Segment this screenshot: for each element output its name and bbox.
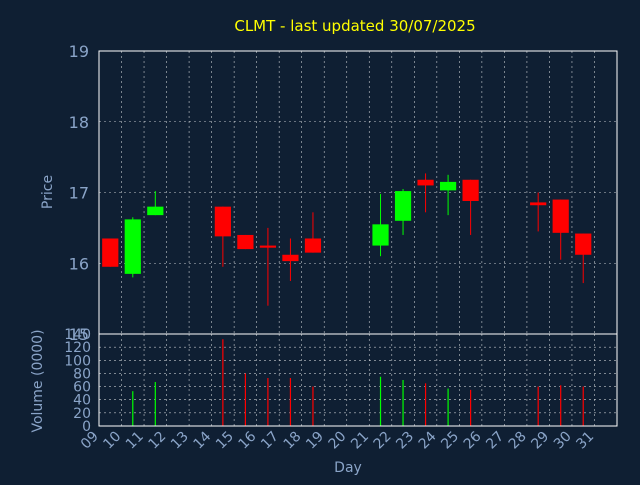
candle [214, 206, 231, 267]
price-tick-label: 16 [69, 254, 89, 273]
candle-body [417, 179, 434, 186]
candle [439, 174, 457, 216]
candle-body [439, 181, 457, 191]
candle [372, 193, 389, 257]
price-tick-label: 15 [69, 325, 89, 344]
candle [282, 238, 299, 281]
volume-tick-label: 20 [73, 406, 91, 422]
candle-body [575, 233, 592, 255]
volume-plot-frame [98, 333, 618, 427]
volume-axis-label: Volume (0000) [30, 329, 46, 432]
candle-body [462, 179, 479, 201]
price-axis-label: Price [40, 175, 56, 209]
candle [394, 188, 412, 235]
candle-body [237, 234, 254, 250]
volume-tick-label: 80 [73, 366, 91, 382]
candlestick-series [102, 173, 592, 306]
candle-body [372, 224, 389, 246]
candle [530, 192, 547, 232]
price-tick-label: 17 [69, 184, 89, 203]
candle [552, 199, 569, 260]
volume-grid [99, 333, 617, 427]
candle [417, 173, 434, 213]
x-axis-label: Day [334, 460, 362, 476]
volume-tick-label: 140 [64, 327, 91, 343]
volume-series [132, 339, 584, 426]
day-tick-labels: 0910111213141516171819202122232425262728… [78, 428, 597, 452]
candle-body [124, 219, 141, 274]
candle [124, 217, 141, 278]
candle [259, 227, 277, 306]
candle-body [102, 238, 119, 267]
candle [462, 179, 479, 235]
price-tick-label: 19 [69, 42, 89, 61]
volume-tick-label: 100 [64, 353, 91, 369]
volume-tick-label: 60 [73, 380, 91, 396]
candle [304, 212, 322, 253]
candle [237, 234, 254, 250]
price-tick-label: 18 [69, 113, 89, 132]
chart-title: CLMT - last updated 30/07/2025 [234, 17, 475, 35]
candle [575, 233, 592, 284]
candle-body [552, 199, 569, 233]
candle-body [530, 202, 547, 206]
candle-body [304, 238, 322, 253]
volume-tick-label: 0 [82, 419, 91, 435]
candle-body [282, 254, 299, 262]
volume-tick-label: 120 [64, 340, 91, 356]
candle [102, 238, 119, 267]
candle-body [394, 191, 412, 221]
candle [147, 191, 164, 216]
volume-tick-label: 40 [73, 393, 91, 409]
candle-body [214, 206, 231, 237]
candle-body [147, 206, 164, 216]
candle-body [259, 245, 277, 248]
price-tick-labels: 15 16 17 18 19 [69, 42, 89, 344]
